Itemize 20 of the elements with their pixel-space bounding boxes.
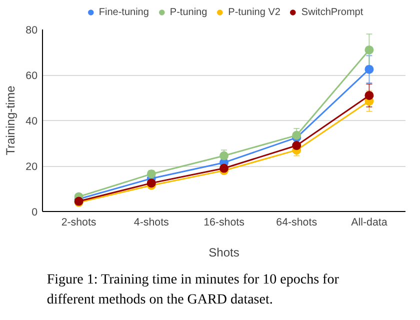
- x-tick-label: All-data: [351, 216, 388, 228]
- legend-label: P-tuning: [170, 6, 208, 18]
- x-axis-title: Shots: [208, 246, 240, 260]
- legend-label: P-tuning V2: [228, 6, 280, 18]
- y-tick-label: 80: [26, 24, 38, 36]
- x-tick-label: 64-shots: [276, 216, 318, 228]
- y-tick-label: 40: [26, 116, 38, 128]
- point: [220, 164, 228, 173]
- legend-label: Fine-tuning: [98, 6, 149, 18]
- point: [146, 169, 156, 178]
- caption: Figure 1: Training time in minutes for 10 epochs for different methods on the GARD dataset.: [46, 272, 340, 308]
- legend-label: SwitchPrompt: [301, 6, 364, 18]
- y-axis-title: Training-time: [4, 85, 18, 156]
- y-tick-label: 0: [32, 206, 38, 218]
- x-tick-label: 4-shots: [134, 216, 169, 228]
- point: [292, 130, 302, 140]
- y-tick-label: 20: [26, 161, 38, 173]
- y-tick-label: 60: [26, 70, 38, 82]
- x-tick-label: 16-shots: [204, 216, 244, 228]
- x-tick-label: 2-shots: [61, 216, 96, 228]
